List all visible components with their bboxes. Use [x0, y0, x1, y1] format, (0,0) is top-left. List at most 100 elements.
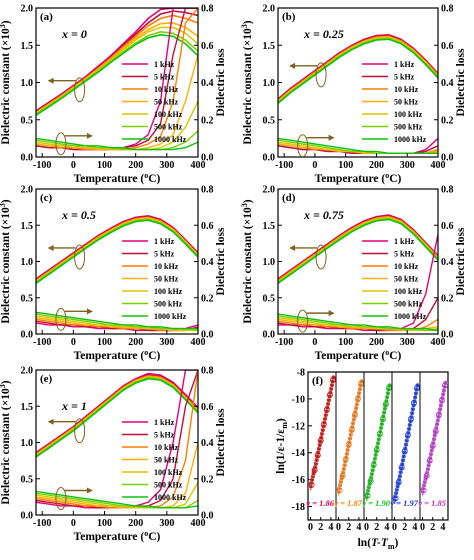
x-axis-label-part: ln( [358, 537, 372, 549]
data-point-marker [351, 412, 358, 419]
x-axis-label-part: Temperature ( [74, 173, 145, 185]
data-point-marker [404, 432, 411, 439]
data-point-marker [379, 416, 386, 423]
legend-entry: 1 kHz [154, 237, 175, 246]
legend-entry: 1 kHz [394, 60, 415, 69]
y-left-label: Dielectric constant (×103) [0, 20, 12, 144]
legend-entry: 100 kHz [154, 287, 183, 296]
right-tick-label: 0.2 [201, 115, 214, 126]
left-tick-label: 0.0 [263, 153, 276, 164]
y-left-label: Dielectric constant (×103) [240, 199, 254, 323]
y-left-label-part: 3 [240, 24, 249, 28]
panel-e: 0.0 0.5 1.0 1.5 2.0 0.0 0.2 0.4 0.6 0.8 -100 0 100 20… [0, 366, 227, 544]
data-point-marker [339, 472, 346, 479]
data-point-marker [367, 477, 374, 484]
y-tick-label: -18 [292, 502, 305, 513]
legend-entry: 500 kHz [154, 481, 183, 490]
y-left-label-part: ) [0, 199, 12, 203]
left-arrowhead [47, 418, 54, 425]
data-point-marker [336, 487, 343, 494]
x-tick-label: 0 [336, 522, 341, 533]
y-tick-label: -16 [292, 475, 305, 486]
slope-label: γ = 1.86 [306, 498, 334, 508]
y-axis-label-part: m [280, 422, 289, 429]
x-tick-label: 0 [71, 160, 76, 171]
legend-entry: 50 kHz [154, 456, 179, 465]
composition-label: x = 1 [61, 399, 87, 413]
y-right-label: Dielectric loss [455, 227, 467, 296]
right-tick-label: 0.0 [201, 330, 214, 341]
right-tick-label: 0.0 [441, 330, 454, 341]
left-arrowhead [289, 62, 296, 69]
left-tick-label: 0.5 [263, 293, 276, 304]
loss-line-50kHz [36, 317, 198, 332]
legend-entry: 1000 kHz [154, 312, 187, 321]
y-left-label-part: 3 [0, 203, 7, 207]
left-arrowhead [47, 77, 54, 84]
x-tick-label: -100 [33, 518, 51, 529]
permittivity-line-1000kHz [36, 377, 198, 458]
permittivity-line-1000kHz [278, 218, 438, 284]
data-point-marker [376, 430, 383, 437]
x-axis-label-part: C) [148, 350, 160, 362]
data-point-marker [382, 401, 389, 408]
loss-marker [55, 487, 67, 510]
legend-entry: 10 kHz [154, 443, 179, 452]
data-point-marker [395, 479, 402, 486]
y-left-label-part: Dielectric constant (×10 [0, 207, 12, 324]
curves [36, 8, 198, 151]
right-tick-label: 0.4 [201, 438, 214, 449]
panel-label: (d) [282, 192, 296, 204]
slope-label: γ = 1.85 [418, 498, 446, 508]
x-tick-label: 200 [369, 160, 384, 171]
loss-line-1000kHz [36, 311, 198, 330]
permittivity-marker [74, 244, 86, 270]
x-tick-label: 2 [346, 522, 351, 533]
y-left-label-part: ) [242, 20, 254, 24]
left-arrowhead [289, 244, 296, 251]
x-tick-label: 100 [97, 160, 112, 171]
data-point-marker [348, 426, 355, 433]
data-point-marker [401, 448, 408, 455]
permittivity-line-1000kHz [278, 38, 438, 105]
left-tick-label: 0.5 [263, 115, 276, 126]
slope-label: γ = 1.87 [334, 498, 362, 508]
right-tick-label: 0.8 [441, 4, 454, 15]
right-tick-label: 0.6 [201, 221, 214, 232]
x-tick-label: 300 [159, 518, 174, 529]
right-tick-label: 0.6 [201, 402, 214, 413]
data-point-marker [354, 395, 361, 402]
x-axis-label-part: T-T [371, 537, 389, 549]
x-tick-label: 0 [71, 518, 76, 529]
x-axis-label-part: C) [389, 173, 401, 185]
left-tick-label: 1.5 [263, 41, 276, 52]
x-tick-label: 0 [364, 522, 369, 533]
left-tick-label: 1.0 [21, 78, 34, 89]
y-right-label: Dielectric loss [215, 408, 227, 477]
right-tick-label: 0.0 [201, 511, 214, 522]
legend-entry: 500 kHz [154, 300, 183, 309]
left-tick-label: 2.0 [263, 4, 276, 15]
x-tick-label: 400 [191, 160, 206, 171]
panel-d: 0.0 0.5 1.0 1.5 2.0 0.0 0.2 0.4 0.6 0.8 -100 0 100 20… [240, 185, 467, 363]
y-left-label-part: 3 [0, 24, 7, 28]
loss-marker [297, 134, 309, 158]
x-tick-label: 300 [159, 160, 174, 171]
left-tick-label: 0.0 [263, 330, 276, 341]
right-arrowhead [86, 308, 93, 315]
loss-line-1000kHz [36, 137, 198, 151]
left-tick-label: 1.5 [263, 221, 276, 232]
y-left-label: Dielectric constant (×103) [240, 20, 254, 144]
data-point-marker [364, 492, 371, 499]
loss-line-100kHz [278, 317, 438, 332]
x-axis-label-part: C) [148, 531, 160, 543]
y-right-label: Dielectric loss [215, 227, 227, 296]
x-tick-label: 4 [412, 522, 417, 533]
y-tick-label: -14 [292, 448, 305, 459]
legend-entry: 100 kHz [154, 468, 183, 477]
right-tick-label: 0.2 [441, 115, 454, 126]
x-axis-label-part: Temperature ( [315, 350, 386, 362]
right-tick-label: 0.6 [441, 221, 454, 232]
legend-entry: 100 kHz [394, 287, 423, 296]
